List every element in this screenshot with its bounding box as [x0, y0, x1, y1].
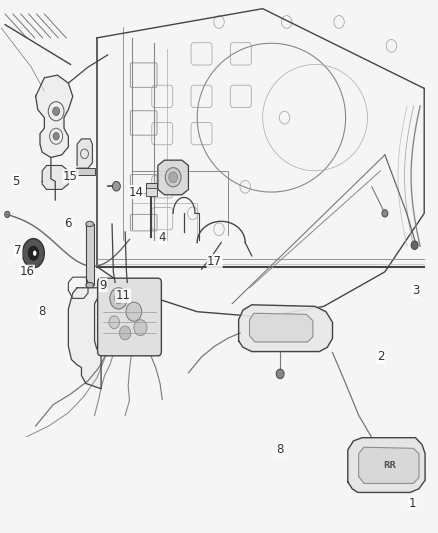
Polygon shape: [42, 165, 68, 189]
Text: 17: 17: [207, 255, 222, 268]
Circle shape: [411, 241, 418, 249]
Ellipse shape: [86, 221, 94, 227]
Polygon shape: [35, 75, 73, 158]
Bar: [146, 183, 156, 189]
Text: 8: 8: [276, 443, 284, 456]
Text: 6: 6: [65, 217, 72, 230]
Text: 8: 8: [39, 305, 46, 318]
Ellipse shape: [33, 251, 36, 256]
Circle shape: [276, 369, 284, 378]
Text: 11: 11: [116, 289, 131, 302]
Text: 1: 1: [408, 497, 416, 510]
Text: 5: 5: [12, 175, 20, 188]
Bar: [86, 224, 94, 285]
Circle shape: [114, 293, 123, 304]
Circle shape: [5, 211, 10, 217]
Polygon shape: [348, 438, 425, 492]
Circle shape: [165, 167, 181, 187]
Ellipse shape: [27, 245, 39, 261]
Text: 7: 7: [14, 244, 22, 257]
Text: 16: 16: [19, 265, 35, 278]
Text: 9: 9: [99, 279, 107, 292]
Circle shape: [382, 209, 388, 217]
Circle shape: [53, 107, 60, 116]
Bar: [146, 188, 156, 196]
Polygon shape: [77, 139, 92, 168]
Polygon shape: [68, 288, 101, 389]
Polygon shape: [250, 313, 313, 342]
Polygon shape: [158, 160, 188, 195]
Polygon shape: [359, 447, 419, 483]
Text: RR: RR: [383, 462, 396, 470]
Text: 15: 15: [63, 169, 78, 183]
Bar: [76, 167, 95, 175]
Text: 3: 3: [412, 284, 419, 297]
Ellipse shape: [22, 239, 44, 268]
Text: 2: 2: [377, 350, 384, 364]
Text: 14: 14: [128, 185, 144, 199]
Circle shape: [53, 133, 59, 140]
Circle shape: [120, 326, 131, 340]
Circle shape: [126, 302, 142, 321]
Polygon shape: [239, 305, 332, 352]
Circle shape: [169, 172, 177, 182]
Circle shape: [110, 288, 127, 309]
Text: 4: 4: [159, 231, 166, 244]
Circle shape: [134, 320, 147, 336]
FancyBboxPatch shape: [98, 278, 161, 356]
Circle shape: [109, 316, 120, 329]
Ellipse shape: [86, 282, 94, 288]
Circle shape: [113, 181, 120, 191]
